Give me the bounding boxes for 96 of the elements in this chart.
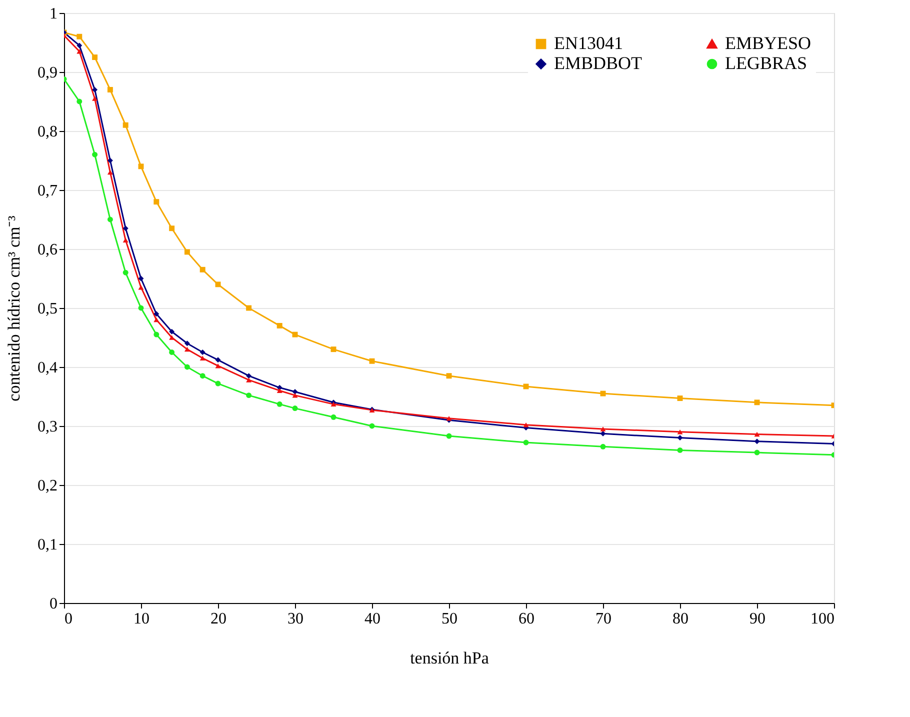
x-tick-label: 30	[288, 610, 304, 628]
point	[122, 238, 128, 243]
point	[169, 226, 175, 232]
point	[184, 340, 190, 346]
point	[292, 332, 298, 338]
point	[107, 216, 113, 222]
x-tick-label: 90	[750, 610, 766, 628]
point	[92, 152, 98, 158]
y-tick-label: 0,3	[38, 418, 58, 436]
point	[169, 350, 175, 355]
legend-label: LEGBRAS	[725, 53, 808, 73]
x-axis-title: tensión hPa	[410, 648, 490, 668]
point	[754, 400, 760, 406]
point	[154, 332, 160, 338]
point	[523, 440, 529, 446]
point	[677, 430, 683, 434]
point	[122, 270, 128, 276]
point	[76, 34, 82, 40]
point	[523, 422, 529, 428]
y-tick-label: 0,4	[38, 360, 58, 376]
y-tick-label: 0,5	[38, 300, 58, 318]
y-tick-label: 0,7	[38, 182, 58, 200]
point	[184, 346, 190, 352]
point	[200, 266, 206, 272]
y-axis-title: contenido hídrico cm³ cm⁻³	[4, 216, 24, 402]
point	[122, 122, 128, 128]
point	[369, 423, 375, 429]
x-tick-label: 80	[672, 610, 688, 628]
y-tick-label: 1	[50, 6, 58, 22]
y-tick-label: 0,6	[38, 242, 58, 258]
point	[169, 328, 175, 334]
x-tick-label: 40	[364, 610, 380, 628]
y-tick-label: 0	[50, 596, 58, 612]
legend-label: EN13041	[554, 33, 623, 53]
point	[92, 86, 98, 92]
point	[107, 86, 113, 92]
x-tick-label: 50	[442, 610, 458, 628]
point	[92, 96, 98, 101]
point	[76, 98, 82, 104]
point	[138, 276, 144, 282]
y-tick-label: 0,8	[38, 124, 58, 140]
point	[200, 373, 206, 379]
point	[330, 346, 336, 352]
point	[276, 322, 282, 328]
point	[154, 317, 160, 322]
point	[276, 401, 282, 407]
x-tick-label: 60	[518, 610, 534, 628]
point	[523, 384, 529, 390]
point	[600, 430, 606, 436]
point	[677, 435, 683, 441]
x-tick-label: 70	[596, 610, 612, 628]
point	[215, 282, 221, 288]
point	[200, 356, 206, 361]
point	[276, 388, 282, 393]
point	[76, 42, 82, 48]
point	[754, 450, 760, 456]
point	[215, 380, 221, 386]
legend-label: EMBYESO	[725, 33, 812, 53]
point	[76, 48, 82, 54]
x-tick-label: 0	[64, 610, 72, 628]
point	[600, 426, 606, 432]
point	[215, 357, 221, 363]
point	[246, 305, 252, 311]
point	[330, 414, 336, 420]
point	[246, 392, 252, 398]
point	[246, 373, 252, 379]
point	[107, 158, 113, 164]
point	[446, 373, 452, 379]
point	[200, 350, 206, 355]
point	[292, 392, 298, 398]
point	[754, 432, 760, 437]
point	[92, 54, 98, 60]
x-tick-label: 100	[810, 610, 834, 628]
point	[754, 438, 760, 444]
point	[138, 305, 144, 311]
point	[138, 164, 144, 170]
point	[154, 311, 160, 317]
point	[677, 447, 683, 453]
point	[154, 199, 160, 205]
legend-label: EMBDBOT	[554, 53, 642, 73]
point	[446, 433, 452, 439]
x-tick-label: 10	[134, 610, 150, 628]
y-tick-label: 0,9	[38, 64, 58, 82]
point	[122, 226, 128, 232]
point	[600, 444, 606, 450]
point	[600, 390, 606, 396]
point	[184, 364, 190, 370]
x-tick-label: 20	[210, 610, 226, 628]
y-tick-label: 0,1	[38, 536, 58, 554]
point	[184, 249, 190, 255]
point	[292, 406, 298, 412]
y-tick-label: 0,2	[38, 478, 58, 494]
point	[677, 396, 683, 402]
point	[215, 363, 221, 368]
point	[369, 358, 375, 364]
point	[246, 378, 252, 382]
